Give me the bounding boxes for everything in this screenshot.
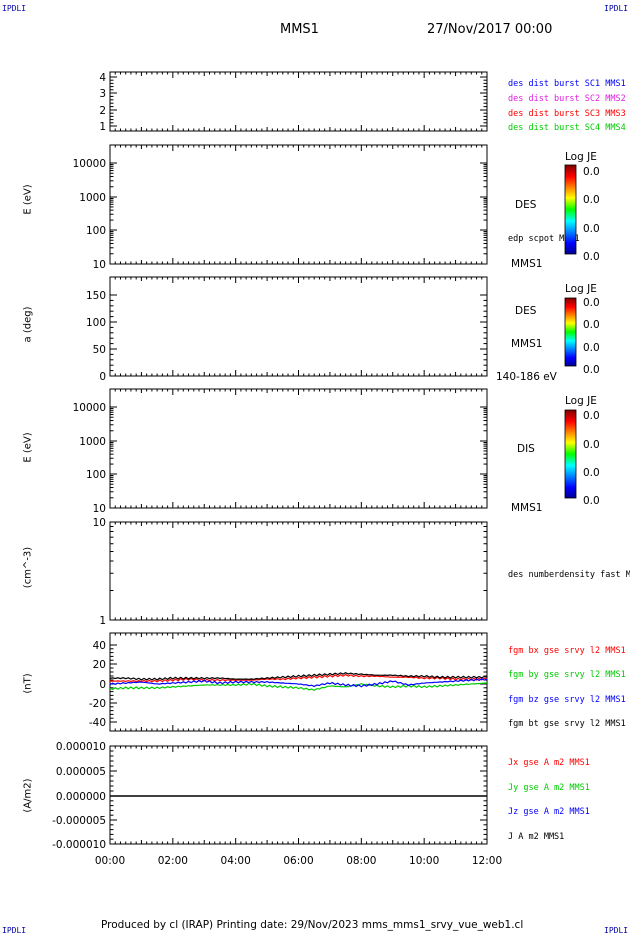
xtick-label: 04:00: [221, 855, 251, 867]
colorbar-2: [564, 297, 577, 367]
colorbar1-title: Log JE: [565, 151, 597, 163]
series-line-fgm-bz-gse-srvy-l2-MMS1: [109, 678, 488, 688]
plot-date: 27/Nov/2017 00:00: [427, 22, 553, 37]
xtick-label: 10:00: [409, 855, 439, 867]
ytick-label: 50: [93, 344, 106, 356]
legend-burst-sc4: des dist burst SC4 MMS4: [508, 123, 626, 133]
legend-bz: fgm bz gse srvy l2 MMS1: [508, 695, 626, 705]
ytick-label: 3: [99, 88, 106, 100]
ytick-label: -20: [89, 698, 106, 710]
panel-frame-bfield: [109, 632, 488, 732]
des-energy-spacecraft: MMS1: [511, 258, 543, 270]
legend-burst-sc2: des dist burst SC2 MMS2: [508, 94, 626, 104]
colorbar2-tick: 0.0: [583, 364, 600, 376]
ytick-label: 4: [99, 72, 106, 84]
ytick-label: 0: [99, 679, 106, 691]
xtick-label: 12:00: [472, 855, 502, 867]
ytick-label: 1: [99, 121, 106, 133]
des-pitch-spacecraft: MMS1: [511, 338, 543, 350]
colorbar3-tick: 0.0: [583, 439, 600, 451]
ytick-label: -40: [89, 717, 106, 729]
legend-by: fgm by gse srvy l2 MMS1: [508, 670, 626, 680]
ytick-label: 1000: [79, 436, 106, 448]
ytick-label: 2: [99, 105, 106, 117]
legend-burst-sc3: des dist burst SC3 MMS3: [508, 109, 626, 119]
page-title: MMS1: [280, 22, 319, 37]
ytick-label: 0.000000: [56, 791, 106, 803]
legend-j: J A m2 MMS1: [508, 832, 565, 842]
colorbar3-tick: 0.0: [583, 467, 600, 479]
des-energy-instrument: DES: [515, 199, 537, 211]
colorbar2-tick: 0.0: [583, 342, 600, 354]
dis-energy-instrument: DIS: [517, 443, 535, 455]
colorbar-1: [564, 164, 577, 255]
ytick-label: 0.000010: [56, 741, 106, 753]
panel-frame-density: [109, 521, 488, 621]
ytick-label: -0.000010: [52, 839, 106, 851]
footer-credit: Produced by cl (IRAP) Printing date: 29/…: [101, 919, 524, 931]
corner-label-top-right: IPDLI: [604, 4, 629, 13]
legend-jx: Jx gse A m2 MMS1: [508, 758, 590, 768]
legend-jz: Jz gse A m2 MMS1: [508, 807, 590, 817]
xtick-label: 06:00: [283, 855, 313, 867]
ytick-label: 100: [86, 469, 106, 481]
ytick-label: -0.000005: [52, 815, 106, 827]
colorbar2-title: Log JE: [565, 283, 597, 295]
legend-jy: Jy gse A m2 MMS1: [508, 783, 590, 793]
series-line-fgm-bt-gse-srvy-l2-MMS1: [109, 672, 488, 681]
ytick-label: 1: [99, 615, 106, 627]
ytick-label: 20: [93, 659, 106, 671]
ytick-label: 10: [93, 503, 106, 515]
panel-frame-dis-energy: [109, 388, 488, 509]
des-pitch-instrument: DES: [515, 305, 537, 317]
ytick-label: 0.000005: [56, 766, 106, 778]
xtick-label: 00:00: [95, 855, 125, 867]
ytick-label: 100: [86, 225, 106, 237]
ytick-label: 10: [93, 259, 106, 271]
colorbar3-tick: 0.0: [583, 410, 600, 422]
ytick-label: 150: [86, 290, 106, 302]
panel-frame-des-pitch: [109, 276, 488, 377]
des-energy-scpot-label: edp scpot MMS1: [508, 234, 580, 244]
colorbar1-tick: 0.0: [583, 194, 600, 206]
colorbar2-tick: 0.0: [583, 297, 600, 309]
panel-frame-current: [109, 745, 488, 845]
colorbar1-tick: 0.0: [583, 251, 600, 263]
xtick-label: 08:00: [346, 855, 376, 867]
xtick-label: 02:00: [158, 855, 188, 867]
legend-density: des numberdensity fast M: [508, 570, 630, 580]
des-pitch-energy-range: 140-186 eV: [496, 371, 557, 383]
series-line-fgm-bx-gse-srvy-l2-MMS1: [109, 673, 488, 683]
panel-frame-des-energy: [109, 144, 488, 265]
legend-bt: fgm bt gse srvy l2 MMS1: [508, 719, 626, 729]
colorbar3-tick: 0.0: [583, 495, 600, 507]
colorbar3-title: Log JE: [565, 395, 597, 407]
ytick-label: 10: [93, 517, 106, 529]
ytick-label: 10000: [73, 402, 106, 414]
corner-label-bottom-left: IPDLI: [2, 926, 27, 935]
series-line-fgm-by-gse-srvy-l2-MMS1: [109, 682, 488, 691]
colorbar2-tick: 0.0: [583, 319, 600, 331]
ytick-label: 10000: [73, 158, 106, 170]
legend-bx: fgm bx gse srvy l2 MMS1: [508, 646, 626, 656]
panel-frame-burst: [109, 71, 488, 132]
ytick-label: 100: [86, 317, 106, 329]
colorbar1-tick: 0.0: [583, 223, 600, 235]
ytick-label: 1000: [79, 192, 106, 204]
dis-energy-spacecraft: MMS1: [511, 502, 543, 514]
colorbar-3: [564, 409, 577, 499]
corner-label-bottom-right: IPDLI: [604, 926, 629, 935]
colorbar1-tick: 0.0: [583, 166, 600, 178]
legend-burst-sc1: des dist burst SC1 MMS1: [508, 79, 626, 89]
corner-label-top-left: IPDLI: [2, 4, 27, 13]
ytick-label: 0: [99, 371, 106, 383]
ytick-label: 40: [93, 640, 106, 652]
